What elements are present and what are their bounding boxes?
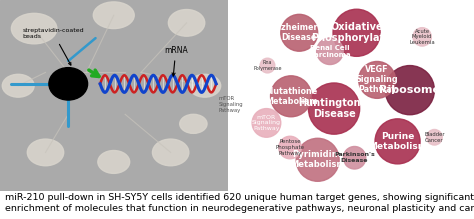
Text: Parkinson's
Disease: Parkinson's Disease — [334, 152, 375, 163]
Text: Oxidative
Phosphorylation: Oxidative Phosphorylation — [311, 22, 401, 43]
Text: Glutathione
Metabolism: Glutathione Metabolism — [264, 87, 318, 106]
Ellipse shape — [27, 139, 64, 166]
Text: Pyrimidine
Metabolism: Pyrimidine Metabolism — [290, 150, 345, 169]
Circle shape — [271, 76, 311, 117]
Ellipse shape — [189, 74, 221, 97]
Ellipse shape — [2, 74, 34, 97]
Text: Pentose
Phosphate
Pathway: Pentose Phosphate Pathway — [275, 140, 304, 156]
Text: Purine
Metabolism: Purine Metabolism — [368, 132, 427, 151]
Text: mTOR
Signaling
Pathway: mTOR Signaling Pathway — [219, 97, 243, 113]
Circle shape — [260, 58, 275, 73]
Ellipse shape — [180, 114, 207, 133]
Ellipse shape — [98, 150, 130, 173]
Text: streptavidin-coated
beads: streptavidin-coated beads — [23, 28, 84, 65]
Circle shape — [359, 62, 395, 98]
Ellipse shape — [168, 10, 205, 36]
Ellipse shape — [93, 2, 134, 29]
Circle shape — [427, 129, 442, 145]
Circle shape — [281, 14, 318, 51]
Circle shape — [343, 147, 366, 169]
Text: Huntington's
Disease: Huntington's Disease — [299, 98, 370, 119]
Circle shape — [317, 38, 343, 65]
Circle shape — [279, 136, 301, 159]
Text: mTOR
Signaling
Pathway: mTOR Signaling Pathway — [252, 115, 281, 131]
Text: Bladder
Cancer: Bladder Cancer — [424, 132, 445, 143]
Circle shape — [413, 28, 431, 46]
Circle shape — [309, 83, 360, 134]
Text: Ribosome: Ribosome — [379, 85, 440, 95]
Text: mRNA: mRNA — [164, 46, 188, 76]
Text: VEGF
Signaling
Pathway: VEGF Signaling Pathway — [356, 65, 398, 94]
Circle shape — [49, 68, 88, 100]
Circle shape — [296, 138, 339, 181]
Ellipse shape — [153, 139, 189, 166]
Text: Renal Cell
Carcinoma: Renal Cell Carcinoma — [309, 45, 351, 58]
Text: Rna
Polymerase: Rna Polymerase — [253, 60, 282, 71]
Circle shape — [252, 109, 281, 137]
Text: miR-210 pull-down in SH-SY5Y cells identified 620 unique human target genes, sho: miR-210 pull-down in SH-SY5Y cells ident… — [5, 193, 474, 213]
Text: Alzheimer's
Disease: Alzheimer's Disease — [273, 23, 326, 42]
Circle shape — [333, 9, 380, 56]
Ellipse shape — [11, 13, 57, 44]
Circle shape — [385, 65, 435, 115]
Text: Acute
Myeloid
Leukemia: Acute Myeloid Leukemia — [410, 29, 435, 45]
Circle shape — [375, 119, 420, 164]
